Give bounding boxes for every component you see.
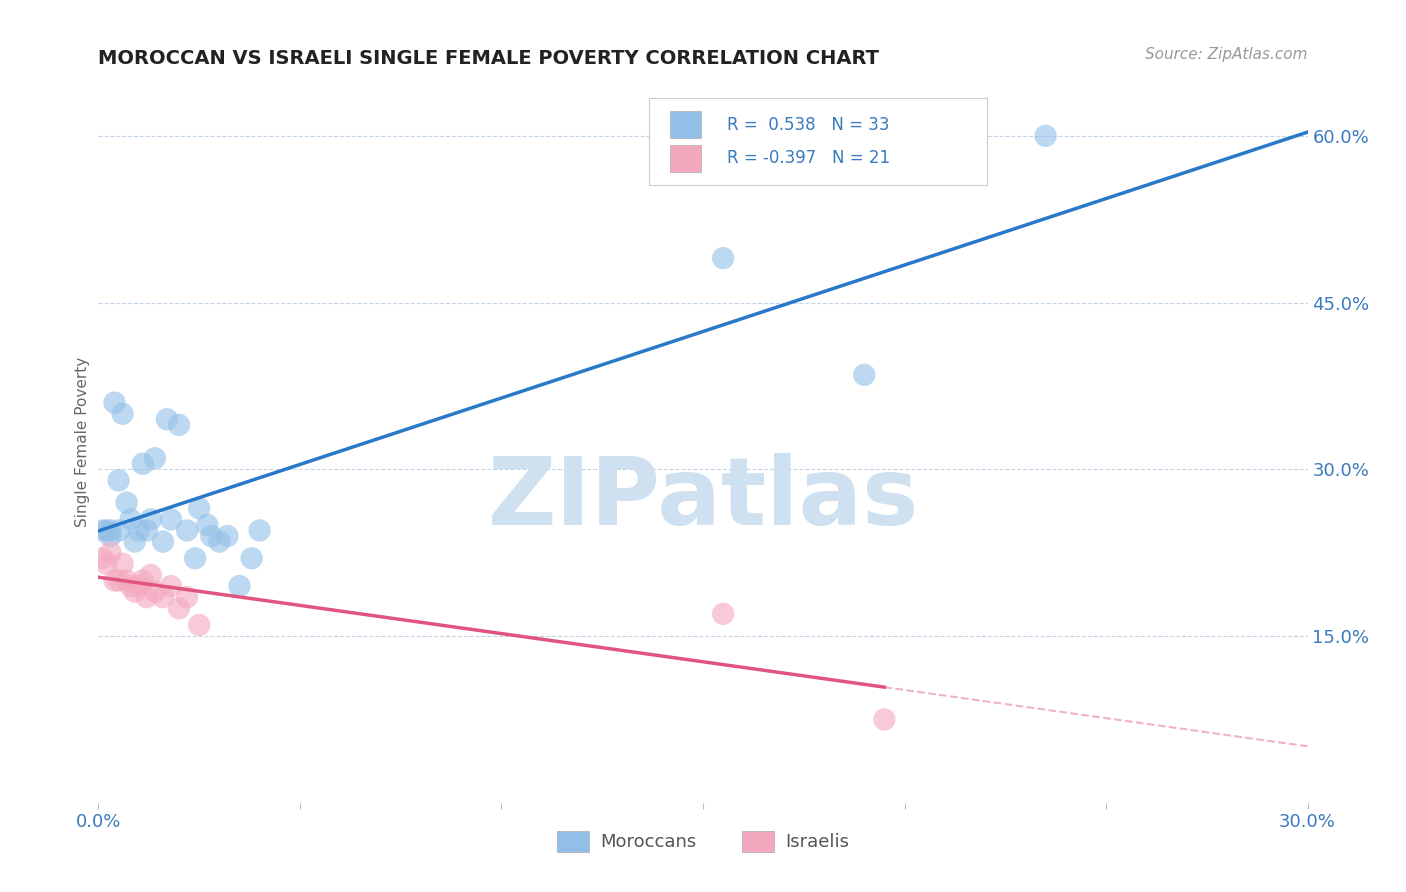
- Legend: Moroccans, Israelis: Moroccans, Israelis: [550, 823, 856, 859]
- Point: [160, 579, 183, 593]
- Point: [200, 529, 222, 543]
- Point: [120, 579, 142, 593]
- Point: [143, 451, 166, 466]
- Point: [135, 590, 157, 604]
- Point: [91, 551, 114, 566]
- Point: [103, 395, 125, 409]
- Point: [195, 517, 218, 532]
- Text: R =  0.538   N = 33: R = 0.538 N = 33: [727, 116, 890, 134]
- FancyBboxPatch shape: [648, 98, 987, 185]
- Point: [100, 546, 122, 560]
- Point: [711, 607, 734, 621]
- Point: [124, 584, 146, 599]
- Text: R = -0.397   N = 21: R = -0.397 N = 21: [727, 149, 890, 168]
- Point: [167, 417, 190, 432]
- Point: [853, 368, 876, 382]
- Point: [188, 618, 211, 632]
- Point: [240, 551, 263, 566]
- Point: [103, 574, 125, 588]
- Point: [249, 524, 271, 538]
- Point: [107, 474, 129, 488]
- Point: [132, 457, 155, 471]
- Text: MOROCCAN VS ISRAELI SINGLE FEMALE POVERTY CORRELATION CHART: MOROCCAN VS ISRAELI SINGLE FEMALE POVERT…: [98, 48, 879, 68]
- Text: Source: ZipAtlas.com: Source: ZipAtlas.com: [1144, 47, 1308, 62]
- Point: [91, 524, 114, 538]
- Point: [111, 557, 134, 571]
- Point: [107, 574, 129, 588]
- Point: [156, 412, 179, 426]
- Point: [128, 524, 150, 538]
- Point: [107, 524, 129, 538]
- Point: [160, 512, 183, 526]
- Point: [228, 579, 250, 593]
- Point: [128, 579, 150, 593]
- Point: [100, 524, 122, 538]
- Point: [115, 574, 138, 588]
- Point: [167, 601, 190, 615]
- Point: [143, 584, 166, 599]
- Point: [152, 590, 174, 604]
- Point: [135, 524, 157, 538]
- Point: [139, 512, 162, 526]
- Point: [120, 512, 142, 526]
- Point: [176, 524, 198, 538]
- Point: [217, 529, 239, 543]
- Point: [873, 713, 896, 727]
- Point: [111, 407, 134, 421]
- Point: [96, 557, 118, 571]
- Point: [132, 574, 155, 588]
- Point: [188, 501, 211, 516]
- Point: [176, 590, 198, 604]
- Point: [184, 551, 207, 566]
- FancyBboxPatch shape: [671, 145, 700, 172]
- Point: [139, 568, 162, 582]
- Point: [124, 534, 146, 549]
- Text: ZIPatlas: ZIPatlas: [488, 453, 918, 545]
- Point: [115, 496, 138, 510]
- Point: [711, 251, 734, 265]
- Point: [208, 534, 231, 549]
- Point: [100, 529, 122, 543]
- Point: [1035, 128, 1057, 143]
- Y-axis label: Single Female Poverty: Single Female Poverty: [75, 357, 90, 526]
- FancyBboxPatch shape: [671, 111, 700, 138]
- Point: [96, 524, 118, 538]
- Point: [152, 534, 174, 549]
